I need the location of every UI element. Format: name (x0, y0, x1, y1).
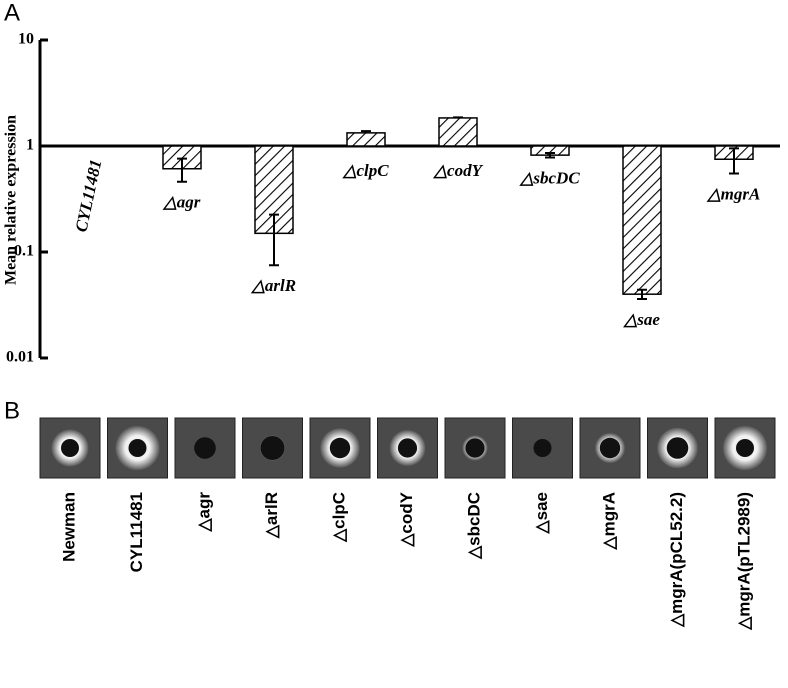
colony (397, 438, 418, 458)
strain-label: △arlR (262, 492, 281, 539)
colony (736, 439, 754, 457)
x-tick-label: △arlR (250, 276, 296, 295)
colony (61, 439, 79, 457)
colony (465, 438, 485, 458)
y-tick-label: 10 (18, 31, 34, 48)
colony (329, 437, 351, 459)
error-bar (729, 147, 739, 175)
colony (128, 439, 147, 457)
x-tick-label: △sae (622, 310, 660, 329)
error-bar (361, 130, 371, 133)
strain-label: △mgrA(pTL2989) (734, 492, 753, 631)
x-tick-label: △agr (162, 193, 201, 212)
error-bar (545, 151, 555, 159)
panel-label: B (4, 397, 20, 424)
strain-label: △codY (397, 491, 416, 547)
strain-label: CYL11481 (127, 492, 146, 572)
x-tick-label: △codY (432, 161, 484, 180)
bar (438, 117, 478, 147)
colony (599, 437, 621, 459)
colony (666, 437, 689, 459)
strain-label: △mgrA (599, 492, 618, 550)
colony (533, 439, 552, 457)
x-tick-label: △sbcDC (518, 168, 580, 187)
y-tick-label: 1 (26, 137, 34, 154)
y-tick-label: 0.1 (14, 243, 34, 260)
x-tick-label: △clpC (341, 161, 389, 180)
strain-label: △sbcDC (464, 492, 483, 560)
strain-label: △agr (194, 492, 213, 533)
error-bar (637, 288, 647, 301)
strain-label: △clpC (329, 492, 348, 543)
strain-label: Newman (59, 492, 78, 562)
y-axis-label: Mean relative expression (3, 115, 20, 285)
y-tick-label: 0.01 (6, 349, 34, 366)
bar (346, 132, 386, 147)
strain-label: △mgrA(pCL52.2) (667, 492, 686, 628)
strain-label: △sae (532, 492, 551, 534)
colony (194, 437, 216, 459)
error-bar (177, 157, 187, 183)
error-bar (269, 213, 279, 267)
bar (622, 145, 662, 295)
x-tick-label: △mgrA (706, 184, 761, 203)
panel-label: A (4, 0, 20, 26)
colony (260, 436, 285, 460)
x-tick-label: CYL11481 (71, 158, 105, 234)
